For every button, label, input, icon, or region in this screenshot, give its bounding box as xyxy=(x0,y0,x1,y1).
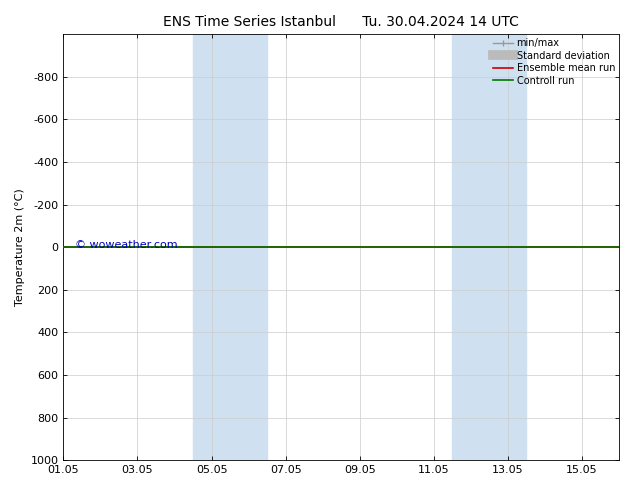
Y-axis label: Temperature 2m (°C): Temperature 2m (°C) xyxy=(15,188,25,306)
Bar xyxy=(193,34,267,460)
Title: ENS Time Series Istanbul      Tu. 30.04.2024 14 UTC: ENS Time Series Istanbul Tu. 30.04.2024 … xyxy=(164,15,519,29)
Text: © woweather.com: © woweather.com xyxy=(75,240,177,250)
Bar xyxy=(452,34,526,460)
Legend: min/max, Standard deviation, Ensemble mean run, Controll run: min/max, Standard deviation, Ensemble me… xyxy=(491,36,617,87)
